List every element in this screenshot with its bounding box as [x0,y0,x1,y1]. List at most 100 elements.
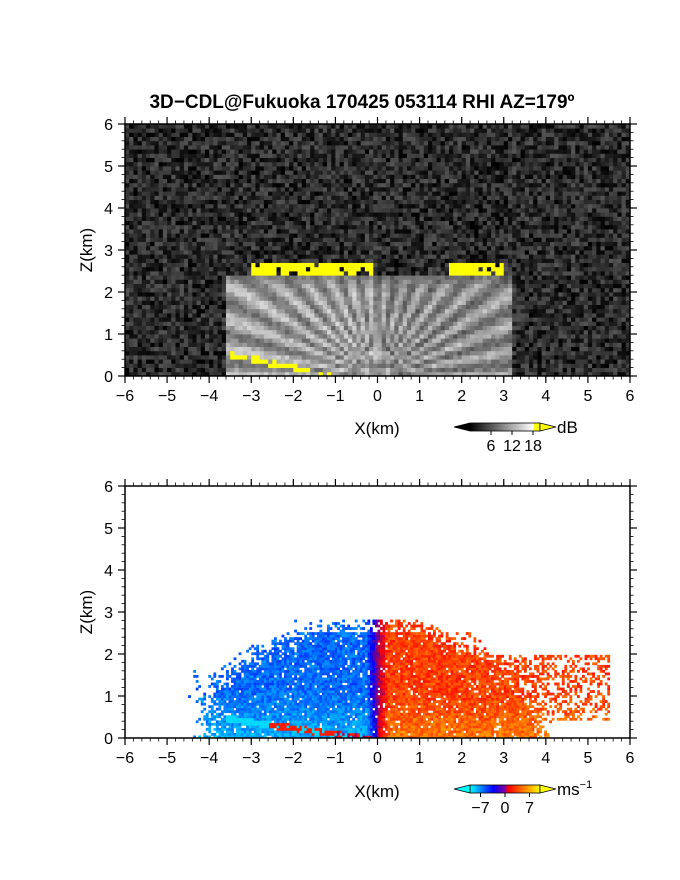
reflectivity-cell [318,199,324,205]
reflectivity-cell [196,254,202,259]
reflectivity-cell [247,300,252,305]
reflectivity-cell [221,300,227,305]
reflectivity-cell [217,325,223,331]
reflectivity-cell [150,174,155,179]
reflectivity-cell [314,321,319,326]
reflectivity-cell [457,245,463,251]
reflectivity-cell [259,166,265,171]
reflectivity-cell [154,241,160,247]
reflectivity-cell [238,359,244,364]
reflectivity-cell [268,321,273,326]
reflectivity-cell [339,191,345,196]
reflectivity-cell [158,296,164,301]
reflectivity-cell [259,342,265,347]
reflectivity-cell [268,250,273,255]
reflectivity-cell [276,275,282,280]
reflectivity-cell [348,224,353,230]
reflectivity-cell [259,350,265,356]
reflectivity-cell [268,279,273,284]
reflectivity-cell [162,140,168,146]
reflectivity-cell [411,292,416,297]
reflectivity-cell [150,279,155,284]
reflectivity-cell [453,275,458,280]
reflectivity-cell [297,128,303,133]
reflectivity-cell [352,203,357,209]
reflectivity-cell [474,308,479,314]
reflectivity-cell [428,350,433,356]
reflectivity-cell [158,195,164,200]
reflectivity-cell [398,321,404,326]
reflectivity-cell [348,258,353,263]
reflectivity-cell [259,136,265,142]
reflectivity-cell [154,300,160,305]
reflectivity-cell [238,241,244,247]
reflectivity-cell [238,245,244,251]
reflectivity-cell [436,161,442,167]
reflectivity-cell [238,271,244,276]
reflectivity-cell [465,140,471,146]
reflectivity-cell [440,140,446,146]
reflectivity-cell [360,124,366,129]
reflectivity-cell [449,216,454,221]
reflectivity-cell [268,262,273,268]
reflectivity-cell [436,346,442,352]
reflectivity-cell [343,132,349,137]
reflectivity-cell [146,229,151,234]
reflectivity-cell [183,359,189,364]
reflectivity-cell [221,161,227,167]
reflectivity-cell [419,350,425,356]
reflectivity-cell [474,355,479,360]
reflectivity-cell [276,367,282,373]
reflectivity-cell [171,359,176,364]
reflectivity-cell [226,128,231,133]
reflectivity-cell [457,279,463,284]
reflectivity-cell [234,367,240,373]
reflectivity-cell [428,304,433,310]
reflectivity-cell [356,157,362,163]
reflectivity-cell [373,220,378,226]
reflectivity-cell [440,329,446,335]
reflectivity-cell [259,153,265,158]
reflectivity-cell [238,313,244,318]
reflectivity-cell [129,254,134,259]
reflectivity-cell [137,241,143,247]
reflectivity-cell [381,334,387,339]
reflectivity-cell [406,317,412,322]
reflectivity-cell [453,203,458,209]
reflectivity-cell [213,187,218,192]
reflectivity-cell [385,250,391,255]
reflectivity-cell [251,275,256,280]
reflectivity-cell [192,182,197,188]
reflectivity-cell [398,325,404,331]
reflectivity-cell [402,371,408,376]
reflectivity-cell [449,229,454,234]
reflectivity-cell [423,182,429,188]
reflectivity-cell [314,334,319,339]
reflectivity-cell [406,245,412,251]
reflectivity-cell [318,338,324,343]
reflectivity-cell [348,245,353,251]
reflectivity-cell [331,329,336,335]
reflectivity-cell [226,212,231,217]
reflectivity-cell [221,254,227,259]
reflectivity-cell [255,321,261,326]
reflectivity-cell [453,363,458,368]
reflectivity-cell [171,275,176,280]
reflectivity-cell [230,342,235,347]
reflectivity-cell [276,296,282,301]
reflectivity-cell [415,325,420,331]
reflectivity-cell [377,287,383,293]
reflectivity-cell [146,233,151,238]
reflectivity-cell [474,359,479,364]
reflectivity-cell [423,161,429,167]
reflectivity-cell [301,271,307,276]
reflectivity-cell [213,338,218,343]
reflectivity-cell [179,317,185,322]
reflectivity-cell [364,224,370,230]
reflectivity-cell [259,262,265,268]
reflectivity-cell [297,199,303,205]
reflectivity-cell [221,317,227,322]
reflectivity-cell [238,124,244,129]
reflectivity-cell [259,182,265,188]
